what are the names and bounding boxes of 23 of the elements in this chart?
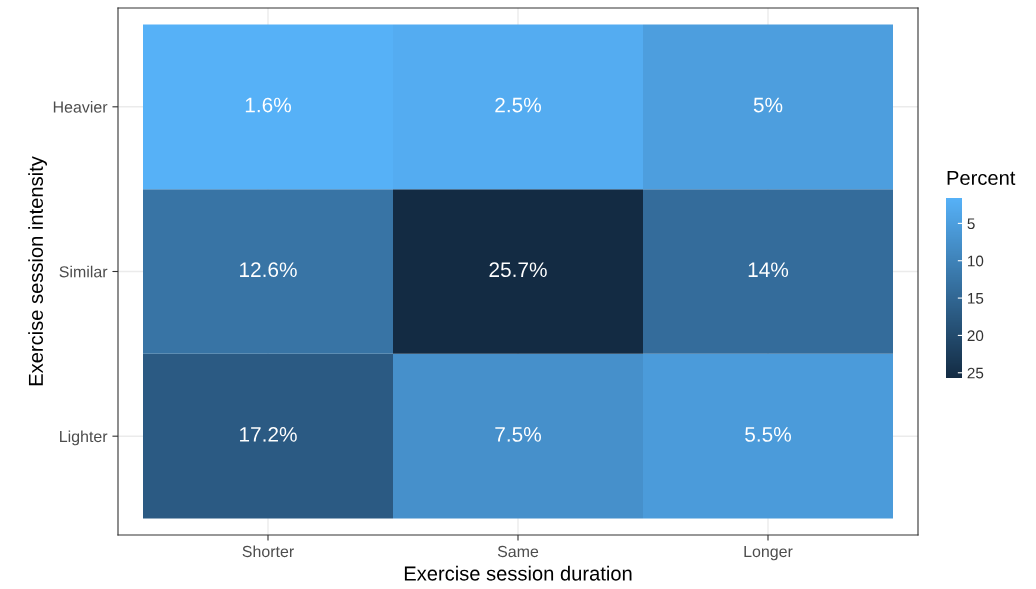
- color-bar-label: 5: [967, 218, 975, 230]
- data-label: 1.6%: [245, 97, 291, 113]
- color-bar-label: 25: [967, 367, 984, 379]
- data-label: 2.5%: [495, 97, 541, 113]
- color-bar-title: Percent: [947, 170, 1016, 186]
- x-axis-title: Exercise session duration: [404, 565, 632, 581]
- x-tick-label: Same: [497, 545, 539, 558]
- x-tick-label: Longer: [744, 546, 793, 561]
- color-bar-label: 20: [967, 330, 984, 342]
- data-label: 12.6%: [240, 262, 297, 278]
- color-bar-label: 15: [968, 293, 984, 304]
- y-tick-label: Lighter: [60, 430, 108, 446]
- data-label: 5.5%: [745, 427, 791, 442]
- color-bar-label: 10: [968, 255, 984, 267]
- y-tick-label: Similar: [59, 265, 108, 278]
- data-label: 5%: [753, 97, 783, 113]
- data-label: 7.5%: [495, 427, 541, 442]
- data-label: 25.7%: [489, 262, 547, 278]
- y-axis-title: Exercise session intensity: [28, 156, 47, 386]
- y-tick-label: Heavier: [53, 101, 108, 113]
- data-label: 14%: [748, 262, 789, 278]
- x-tick-label: Shorter: [242, 545, 294, 558]
- data-label: 17.2%: [240, 427, 297, 442]
